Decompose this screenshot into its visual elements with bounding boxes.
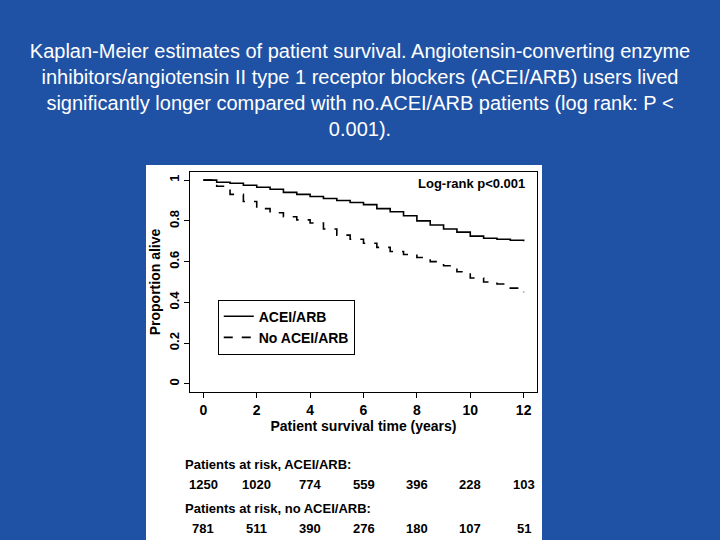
svg-text:0.2: 0.2 [167,332,182,350]
svg-text:10: 10 [462,402,478,418]
svg-text:8: 8 [413,402,421,418]
svg-text:0: 0 [199,402,207,418]
svg-text:Patients at risk, ACEI/ARB:: Patients at risk, ACEI/ARB: [185,457,351,472]
svg-text:781: 781 [192,521,214,536]
svg-text:180: 180 [406,521,428,536]
svg-text:774: 774 [299,477,321,492]
svg-text:396: 396 [406,477,428,492]
svg-text:1: 1 [167,175,182,182]
svg-text:0.8: 0.8 [167,210,182,228]
svg-text:51: 51 [517,521,531,536]
svg-text:0: 0 [167,378,182,385]
svg-text:559: 559 [353,477,375,492]
svg-text:4: 4 [306,402,314,418]
svg-text:0.6: 0.6 [167,251,182,269]
svg-text:1250: 1250 [189,477,218,492]
svg-text:2: 2 [253,402,261,418]
svg-text:228: 228 [459,477,481,492]
svg-text:0.4: 0.4 [167,291,182,310]
svg-text:Patients at risk, no ACEI/ARB:: Patients at risk, no ACEI/ARB: [185,501,371,516]
svg-text:No ACEI/ARB: No ACEI/ARB [259,330,349,346]
svg-text:107: 107 [459,521,481,536]
svg-text:ACEI/ARB: ACEI/ARB [259,309,327,325]
svg-text:103: 103 [513,477,535,492]
svg-text:1020: 1020 [242,477,271,492]
svg-text:Log-rank p<0.001: Log-rank p<0.001 [418,176,525,191]
svg-text:12: 12 [516,402,532,418]
html-text:Kaplan-Meier estimates of pati: Kaplan-Meier estimates of patient surviv… [29,40,691,140]
svg-text:Proportion alive: Proportion alive [147,229,163,336]
svg-text:276: 276 [353,521,375,536]
svg-text:Patient survival time (years): Patient survival time (years) [271,418,457,434]
svg-text:6: 6 [360,402,368,418]
svg-text:511: 511 [246,521,267,536]
svg-text:390: 390 [299,521,321,536]
